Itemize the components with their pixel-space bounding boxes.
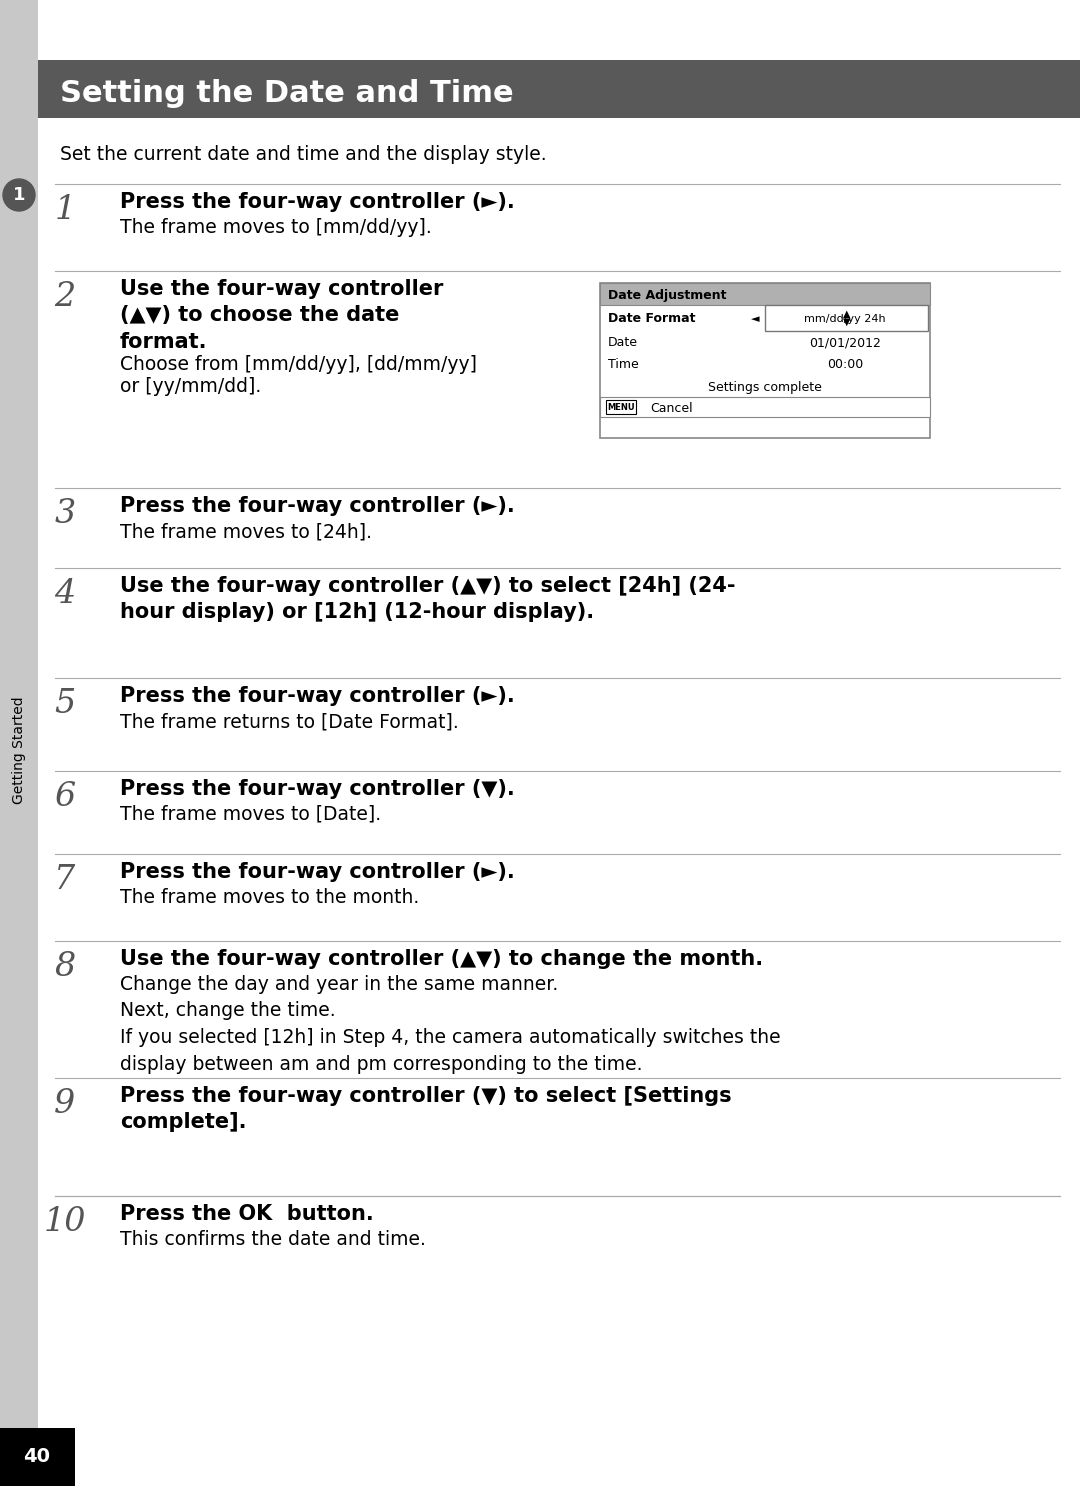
Text: ▲: ▲	[842, 309, 850, 319]
Text: Cancel: Cancel	[650, 401, 692, 415]
Text: The frame moves to [24h].: The frame moves to [24h].	[120, 522, 372, 541]
Text: The frame moves to [Date].: The frame moves to [Date].	[120, 805, 381, 825]
Text: 4: 4	[54, 578, 76, 609]
Bar	[0, 0, 38, 1486]
Text: ▼: ▼	[842, 317, 850, 327]
Text: Choose from [mm/dd/yy], [dd/mm/yy]
or [yy/mm/dd].: Choose from [mm/dd/yy], [dd/mm/yy] or [y…	[120, 355, 477, 395]
Text: Date Format: Date Format	[608, 312, 696, 325]
Text: Use the four-way controller (▲▼) to select [24h] (24-
hour display) or [12h] (12: Use the four-way controller (▲▼) to sele…	[120, 577, 735, 623]
Text: Settings complete: Settings complete	[708, 380, 822, 394]
Text: 9: 9	[54, 1088, 76, 1120]
Text: 3: 3	[54, 498, 76, 531]
Text: Press the four-way controller (►).: Press the four-way controller (►).	[120, 496, 515, 516]
Text: Setting the Date and Time: Setting the Date and Time	[60, 79, 514, 107]
Bar	[765, 305, 928, 331]
Text: Press the four-way controller (►).: Press the four-way controller (►).	[120, 192, 515, 212]
Text: Press the four-way controller (▼) to select [Settings
complete].: Press the four-way controller (▼) to sel…	[120, 1086, 731, 1132]
Text: The frame returns to [Date Format].: The frame returns to [Date Format].	[120, 712, 459, 731]
Text: 5: 5	[54, 688, 76, 721]
Bar	[606, 400, 636, 415]
Circle shape	[3, 178, 35, 211]
Text: 2: 2	[54, 281, 76, 314]
Text: Set the current date and time and the display style.: Set the current date and time and the di…	[60, 146, 546, 163]
Text: Change the day and year in the same manner.
Next, change the time.
If you select: Change the day and year in the same mann…	[120, 975, 781, 1073]
Text: 1: 1	[54, 195, 76, 226]
Text: Press the four-way controller (►).: Press the four-way controller (►).	[120, 862, 515, 883]
Text: ◄: ◄	[751, 314, 759, 324]
Bar	[38, 59, 1080, 117]
Text: MENU: MENU	[607, 404, 635, 413]
Text: 01/01/2012: 01/01/2012	[809, 336, 881, 349]
Text: Use the four-way controller
(▲▼) to choose the date
format.: Use the four-way controller (▲▼) to choo…	[120, 279, 444, 352]
Text: Press the four-way controller (►).: Press the four-way controller (►).	[120, 687, 515, 706]
Text: 1: 1	[13, 186, 25, 204]
Text: 10: 10	[44, 1207, 86, 1238]
Bar	[600, 397, 930, 418]
Text: Press the four-way controller (▼).: Press the four-way controller (▼).	[120, 779, 515, 799]
Text: 6: 6	[54, 782, 76, 813]
Text: 40: 40	[24, 1447, 51, 1467]
Text: The frame moves to [mm/dd/yy].: The frame moves to [mm/dd/yy].	[120, 218, 432, 236]
Text: Getting Started: Getting Started	[12, 695, 26, 804]
Text: Press the OK  button.: Press the OK button.	[120, 1204, 374, 1224]
Text: This confirms the date and time.: This confirms the date and time.	[120, 1230, 426, 1250]
Text: Date: Date	[608, 336, 638, 349]
Text: The frame moves to the month.: The frame moves to the month.	[120, 889, 419, 906]
Text: 8: 8	[54, 951, 76, 984]
Text: Time: Time	[608, 358, 638, 372]
Text: 7: 7	[54, 863, 76, 896]
Bar	[600, 282, 930, 438]
Text: Date Adjustment: Date Adjustment	[608, 288, 727, 302]
Text: mm/dd/yy 24h: mm/dd/yy 24h	[805, 314, 886, 324]
Text: 00:00: 00:00	[827, 358, 863, 372]
Bar	[600, 282, 930, 305]
Bar	[0, 1428, 75, 1486]
Text: Use the four-way controller (▲▼) to change the month.: Use the four-way controller (▲▼) to chan…	[120, 950, 764, 969]
